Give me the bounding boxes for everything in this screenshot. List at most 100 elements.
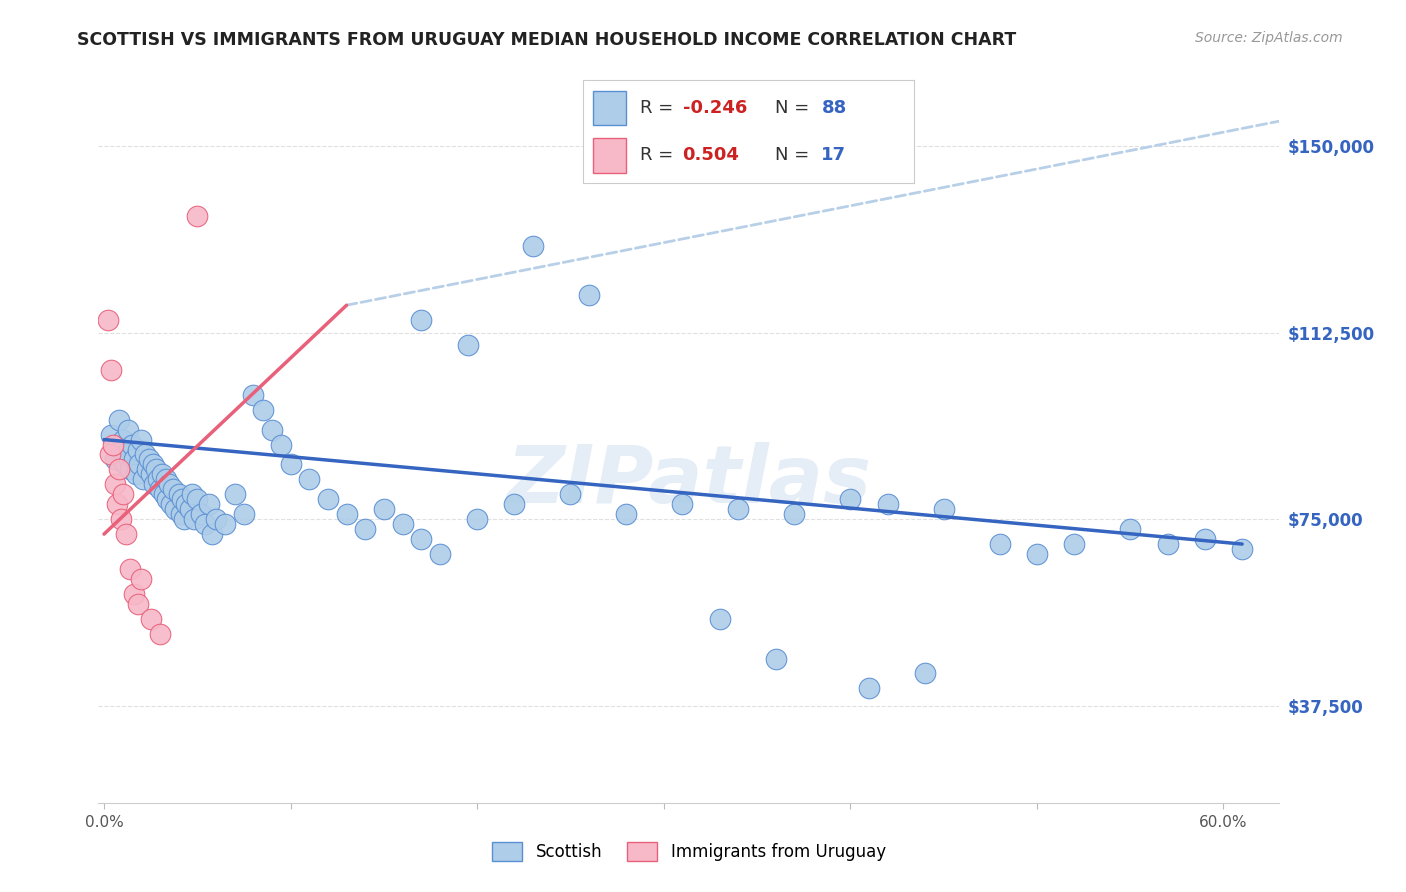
Point xyxy=(183,512,205,526)
Point xyxy=(858,681,880,696)
Text: 17: 17 xyxy=(821,146,846,164)
Point xyxy=(127,597,149,611)
Point xyxy=(111,433,134,447)
Point xyxy=(128,458,150,472)
Point xyxy=(110,512,132,526)
Text: Source: ZipAtlas.com: Source: ZipAtlas.com xyxy=(1195,31,1343,45)
Point xyxy=(876,497,898,511)
Point xyxy=(411,313,433,327)
Point xyxy=(143,477,166,491)
Text: 0.504: 0.504 xyxy=(683,146,740,164)
Point xyxy=(186,492,208,507)
Point xyxy=(316,492,339,507)
Point xyxy=(111,487,134,501)
Point xyxy=(201,527,224,541)
Point xyxy=(115,527,138,541)
Point xyxy=(1194,532,1216,546)
Point xyxy=(214,517,236,532)
Point xyxy=(988,537,1011,551)
Point xyxy=(616,507,638,521)
Point xyxy=(1156,537,1178,551)
Point xyxy=(145,462,167,476)
Point xyxy=(914,666,936,681)
Point xyxy=(162,483,184,497)
Point xyxy=(139,612,162,626)
Point xyxy=(167,487,190,501)
Point xyxy=(120,462,142,476)
Point xyxy=(160,497,183,511)
Point xyxy=(121,437,143,451)
Point xyxy=(373,502,395,516)
Point xyxy=(197,497,219,511)
Text: R =: R = xyxy=(640,99,679,117)
Text: N =: N = xyxy=(775,146,815,164)
Point xyxy=(190,507,212,521)
Point xyxy=(465,512,488,526)
Point xyxy=(100,363,122,377)
Point xyxy=(1119,522,1142,536)
Text: R =: R = xyxy=(640,146,685,164)
Point xyxy=(169,507,191,521)
Point xyxy=(163,502,186,516)
Point xyxy=(131,433,153,447)
Point xyxy=(136,462,159,476)
Text: -0.246: -0.246 xyxy=(683,99,747,117)
Text: N =: N = xyxy=(775,99,815,117)
Point xyxy=(108,412,131,426)
Point xyxy=(839,492,862,507)
Point xyxy=(132,472,155,486)
Point xyxy=(1025,547,1047,561)
Text: ZIPatlas: ZIPatlas xyxy=(506,442,872,520)
Point xyxy=(270,437,292,451)
Point xyxy=(125,467,148,482)
Point xyxy=(727,502,749,516)
Legend: Scottish, Immigrants from Uruguay: Scottish, Immigrants from Uruguay xyxy=(485,835,893,868)
Point xyxy=(98,448,121,462)
Point xyxy=(122,587,145,601)
Point xyxy=(139,467,162,482)
Point xyxy=(252,402,274,417)
Point xyxy=(179,502,201,516)
Point xyxy=(180,487,202,501)
Point xyxy=(224,487,246,501)
Text: 88: 88 xyxy=(821,99,846,117)
Point xyxy=(149,483,172,497)
Point xyxy=(457,338,479,352)
Point xyxy=(100,427,122,442)
Point xyxy=(103,437,125,451)
Point xyxy=(1063,537,1085,551)
Point xyxy=(97,313,120,327)
Point xyxy=(141,458,163,472)
Point xyxy=(110,442,132,457)
Point xyxy=(932,502,955,516)
Point xyxy=(391,517,413,532)
Point xyxy=(157,477,180,491)
Point xyxy=(205,512,228,526)
Point xyxy=(429,547,451,561)
Point xyxy=(578,288,600,302)
Point xyxy=(150,467,173,482)
Point xyxy=(233,507,256,521)
Point xyxy=(354,522,377,536)
Point xyxy=(503,497,526,511)
Point xyxy=(114,458,136,472)
Point xyxy=(242,388,264,402)
Point xyxy=(260,423,283,437)
Point xyxy=(149,626,172,640)
Point xyxy=(186,209,208,223)
Point xyxy=(152,487,174,501)
Point xyxy=(522,238,544,252)
Point xyxy=(134,448,156,462)
Point xyxy=(108,462,131,476)
Point xyxy=(156,492,179,507)
Point xyxy=(174,497,197,511)
Point xyxy=(131,572,153,586)
Point xyxy=(127,442,149,457)
Point xyxy=(280,458,302,472)
Point xyxy=(117,423,139,437)
Point xyxy=(122,452,145,467)
Point xyxy=(411,532,433,546)
Point xyxy=(298,472,321,486)
FancyBboxPatch shape xyxy=(593,137,627,173)
Point xyxy=(671,497,693,511)
